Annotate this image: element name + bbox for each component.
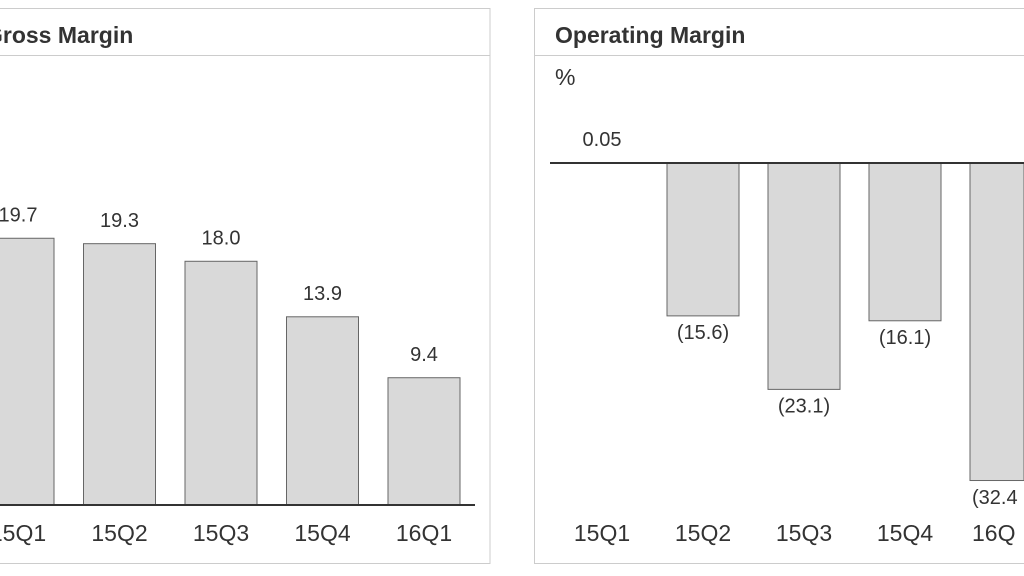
value-label: 0.05 — [583, 129, 622, 151]
value-label: 18.0 — [202, 228, 241, 250]
value-label: 13.9 — [303, 283, 342, 305]
x-tick-label: 15Q4 — [294, 520, 350, 546]
x-tick-label: 15Q3 — [193, 520, 249, 546]
chart-title: Operating Margin — [555, 22, 745, 48]
x-tick-label: 15Q3 — [776, 520, 832, 546]
bar — [0, 237, 55, 506]
value-label: (16.1) — [879, 327, 931, 349]
bar — [286, 316, 359, 506]
bar — [387, 377, 461, 506]
value-label: 9.4 — [410, 344, 438, 366]
bar — [868, 162, 942, 322]
x-tick-label: 16Q — [972, 520, 1015, 546]
bar — [184, 260, 258, 506]
x-tick-label: 15Q1 — [0, 520, 46, 546]
chart-title: Gross Margin — [0, 22, 133, 48]
value-label: (32.4 — [972, 487, 1018, 509]
bar — [666, 162, 740, 317]
x-tick-label: 15Q2 — [675, 520, 731, 546]
value-label: 19.3 — [100, 210, 139, 232]
value-label: 19.7 — [0, 205, 37, 227]
bar — [83, 243, 156, 506]
bar — [767, 162, 841, 390]
x-tick-label: 15Q2 — [91, 520, 147, 546]
bar — [969, 162, 1024, 482]
unit-label: % — [555, 64, 575, 90]
value-label: (15.6) — [677, 322, 729, 344]
x-tick-label: 15Q1 — [574, 520, 630, 546]
x-tick-label: 15Q4 — [877, 520, 933, 546]
x-tick-label: 16Q1 — [396, 520, 452, 546]
value-label: (23.1) — [778, 396, 830, 418]
